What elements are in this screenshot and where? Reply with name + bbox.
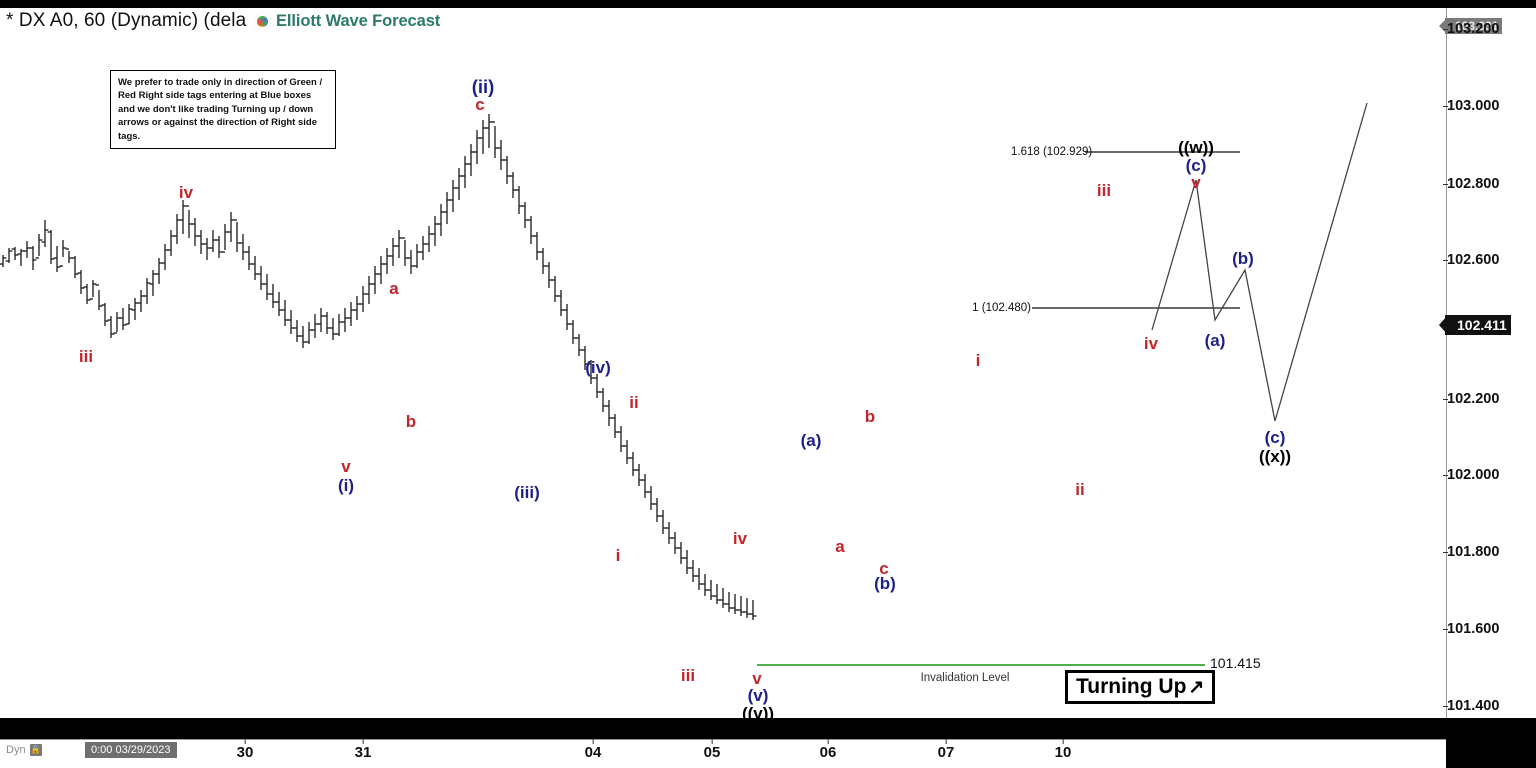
time-tick: 06 (819, 739, 837, 761)
wave-label: iii (78, 347, 94, 366)
price-tick: 102.000 (1442, 467, 1500, 483)
wave-label: (iv) (585, 358, 611, 377)
elliott-projection-path (1151, 102, 1368, 422)
wave-label: iii (1096, 181, 1112, 200)
wave-label: (b) (1232, 249, 1254, 268)
wave-label: a (389, 279, 399, 298)
turning-up-label: Turning Up (1076, 675, 1187, 698)
price-tick: 102.600 (1442, 252, 1500, 268)
ohlc-bars (0, 114, 757, 620)
time-tick: 31 (354, 739, 372, 761)
price-axis[interactable]: 103.331 103.200 103.000 102.800 102.600 102.… (1442, 8, 1536, 718)
price-tick: 101.600 (1442, 621, 1500, 637)
wave-label: iii (680, 666, 696, 685)
wave-label: b (864, 407, 876, 426)
time-axis[interactable]: Dyn 🔒 0:00 03/29/2023 30 31 04 05 06 07 10 (0, 739, 1446, 768)
time-tick: 07 (937, 739, 955, 761)
price-tick: 102.200 (1442, 391, 1500, 407)
wave-label: (c) (1264, 428, 1286, 447)
price-tick: 101.800 (1442, 544, 1500, 560)
wave-label: (a) (1204, 331, 1226, 350)
price-tick: 103.000 (1442, 98, 1500, 114)
wave-label: i (975, 351, 981, 370)
time-cursor-label: 0:00 03/29/2023 (85, 742, 177, 758)
fib-label-1: 1 (102.480) (972, 302, 1031, 314)
session-high-badge: 103.331 (1445, 18, 1503, 34)
wave-label: (i) (337, 476, 355, 495)
wave-label: (a) (800, 431, 822, 450)
wave-label: ((v)) (741, 704, 775, 718)
brand-name: Elliott Wave Forecast (276, 12, 441, 30)
invalidation-label: Invalidation Level (920, 672, 1010, 684)
trading-disclaimer-box: We prefer to trade only in direction of … (110, 70, 336, 150)
wave-label: (iii) (514, 483, 540, 502)
turning-up-signal-box[interactable]: Turning Up ↗ (1065, 670, 1216, 704)
price-tick: 101.400 (1442, 698, 1500, 714)
wave-label: v (1191, 173, 1201, 192)
wave-label: ii (629, 393, 639, 412)
wave-label: ii (1075, 480, 1085, 499)
wave-label: i (615, 546, 621, 565)
wave-label: iv (732, 529, 748, 548)
wave-label: c (475, 95, 485, 114)
dyn-indicator[interactable]: Dyn 🔒 (6, 744, 42, 756)
fib-label-1618: 1.618 (102.929) (1011, 146, 1093, 158)
price-tick: 103.200 (1442, 21, 1500, 37)
wave-label: a (835, 537, 845, 556)
page-title: * DX A0, 60 (Dynamic) (dela (6, 10, 247, 31)
wave-label: (c) (1185, 156, 1207, 175)
time-tick: 04 (584, 739, 602, 761)
wave-label: v (341, 457, 351, 476)
lock-icon: 🔒 (29, 744, 42, 756)
price-plot (0, 102, 1368, 666)
wave-label: (v) (747, 686, 769, 705)
wave-label: iv (178, 183, 194, 202)
ewf-circle-logo-icon (254, 13, 271, 30)
wave-label: v (752, 669, 762, 688)
wave-label: ((w)) (1178, 138, 1214, 157)
time-tick: 30 (236, 739, 254, 761)
brand-logo: Elliott Wave Forecast (254, 12, 440, 31)
wave-label: iv (1143, 334, 1159, 353)
wave-label: (ii) (471, 76, 495, 97)
price-tick: 102.800 (1442, 176, 1500, 192)
wave-label: (b) (874, 574, 896, 593)
invalidation-price: 101.415 (1210, 655, 1261, 671)
time-tick: 10 (1054, 739, 1072, 761)
wave-label: c (879, 559, 889, 578)
last-price-badge: 102.411 (1445, 315, 1511, 335)
wave-label: b (405, 412, 417, 431)
time-tick: 05 (703, 739, 721, 761)
dyn-label: Dyn (6, 744, 26, 756)
wave-label: ((x)) (1258, 447, 1292, 466)
arrow-up-right-icon: ↗ (1188, 676, 1205, 698)
